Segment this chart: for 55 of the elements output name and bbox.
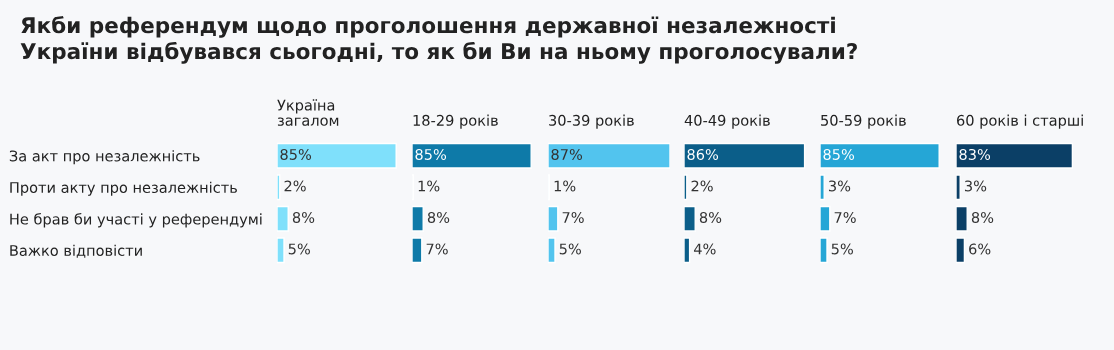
data-label: 85% bbox=[280, 148, 312, 160]
data-label: 5% bbox=[288, 243, 310, 255]
bar bbox=[277, 205, 289, 232]
y-tick-label: Не брав би участі у референдумі bbox=[10, 213, 262, 228]
bar bbox=[956, 174, 961, 201]
data-label: 1% bbox=[418, 180, 440, 192]
data-label: 85% bbox=[415, 148, 447, 160]
data-label: 7% bbox=[834, 211, 856, 223]
data-label: 2% bbox=[284, 180, 306, 192]
chart-subtitle: 18-29 років bbox=[413, 114, 498, 129]
bar bbox=[548, 142, 670, 169]
bar bbox=[548, 237, 556, 264]
data-label: 83% bbox=[959, 148, 991, 160]
data-label: 8% bbox=[292, 211, 315, 223]
bar bbox=[820, 237, 828, 264]
data-label: 3% bbox=[828, 180, 851, 192]
chart-subtitle: 50-59 років bbox=[821, 114, 906, 129]
data-label: 2% bbox=[691, 180, 713, 192]
data-label: 86% bbox=[687, 148, 719, 160]
chart-subtitle: 30-39 років bbox=[549, 114, 634, 129]
bar bbox=[412, 237, 423, 264]
y-tick-label: Проти акту про незалежність bbox=[10, 181, 237, 196]
data-label: 85% bbox=[823, 148, 855, 160]
data-label: 87% bbox=[551, 148, 583, 160]
data-label: 8% bbox=[699, 211, 722, 223]
y-tick-label: Важко відповісти bbox=[10, 244, 142, 258]
data-label: 7% bbox=[426, 243, 448, 255]
chart-subtitle: 60 років і старші bbox=[957, 114, 1083, 129]
bar bbox=[956, 237, 966, 264]
bar bbox=[820, 205, 831, 232]
bar bbox=[412, 142, 532, 169]
bar bbox=[277, 237, 285, 264]
data-label: 7% bbox=[562, 211, 584, 223]
bar bbox=[820, 174, 825, 201]
data-label: 5% bbox=[559, 243, 581, 255]
chart-title: Якби референдум щодо проголошення державної незалежності України відбувався сьогодні, то як би Ви на ньому проголосували? bbox=[20, 16, 857, 64]
data-label: 3% bbox=[964, 180, 987, 192]
data-label: 8% bbox=[427, 211, 450, 223]
chart-subtitle: Україна загалом bbox=[277, 99, 339, 126]
bar bbox=[684, 142, 806, 169]
data-label: 6% bbox=[969, 243, 991, 255]
data-label: 8% bbox=[971, 211, 994, 223]
bar bbox=[548, 205, 559, 232]
bar bbox=[820, 142, 940, 169]
y-tick-label: За акт про незалежність bbox=[9, 150, 200, 165]
bar bbox=[277, 142, 397, 169]
chart-subtitle: 40-49 років bbox=[684, 114, 770, 129]
bar bbox=[684, 205, 696, 232]
bar bbox=[956, 142, 1074, 169]
data-label: 5% bbox=[831, 243, 853, 255]
data-label: 4% bbox=[693, 243, 716, 255]
bar bbox=[956, 205, 968, 232]
bar bbox=[684, 237, 691, 264]
bar bbox=[412, 205, 424, 232]
data-label: 1% bbox=[554, 180, 576, 192]
